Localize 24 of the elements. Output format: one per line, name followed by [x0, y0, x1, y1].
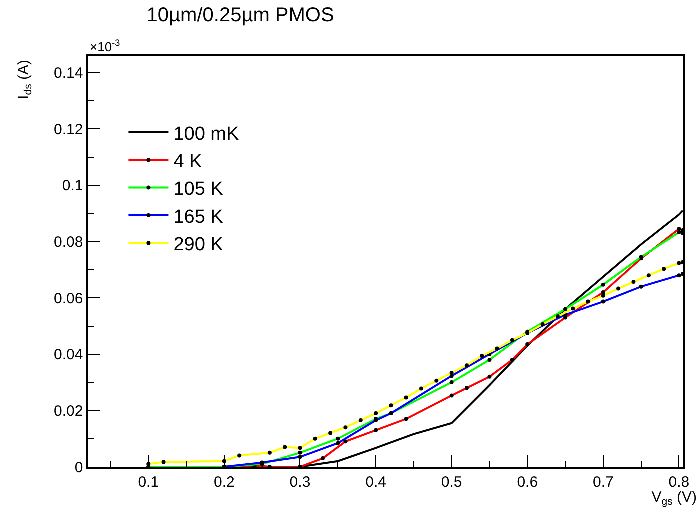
legend-label: 165 K [174, 206, 224, 228]
x-tick-label: 0.7 [592, 474, 614, 491]
y-tick-label: 0.06 [54, 290, 84, 308]
x-tick-label: 0.1 [138, 474, 160, 491]
y-tick-label: 0.02 [54, 402, 84, 420]
x-tick-label: 0.4 [366, 474, 386, 491]
y-tick-label: 0.1 [62, 178, 84, 195]
x-axis-title: V$_{gs}$ (V) [652, 488, 697, 508]
x-tick-label: 0.5 [441, 474, 462, 491]
legend-label: 105 K [174, 179, 224, 200]
x-tick-label: 0.6 [517, 474, 538, 491]
y-tick-label: 0.12 [54, 121, 84, 138]
y-tick-label: 0.04 [54, 346, 84, 364]
x-tick-label: 0.2 [214, 474, 235, 491]
y-tick-label: 0 [74, 459, 84, 476]
y-tick-label: 0.14 [54, 65, 84, 82]
legend-label: 100 mK [174, 124, 240, 145]
x-tick-label: 0.8 [668, 474, 690, 491]
legend-label: 4 K [174, 152, 203, 172]
y-tick-label: 0.08 [54, 234, 84, 252]
x-tick-label: 0.3 [290, 474, 311, 491]
text: ×10$^{-3}$ [90, 38, 120, 54]
chart-title: 10µm/0.25µm PMOS [146, 4, 334, 27]
legend-label: 290 K [174, 234, 224, 256]
